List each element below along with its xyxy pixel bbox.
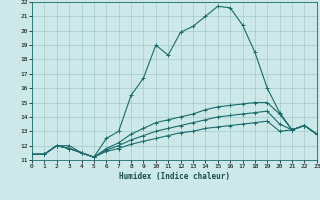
X-axis label: Humidex (Indice chaleur): Humidex (Indice chaleur) (119, 172, 230, 181)
